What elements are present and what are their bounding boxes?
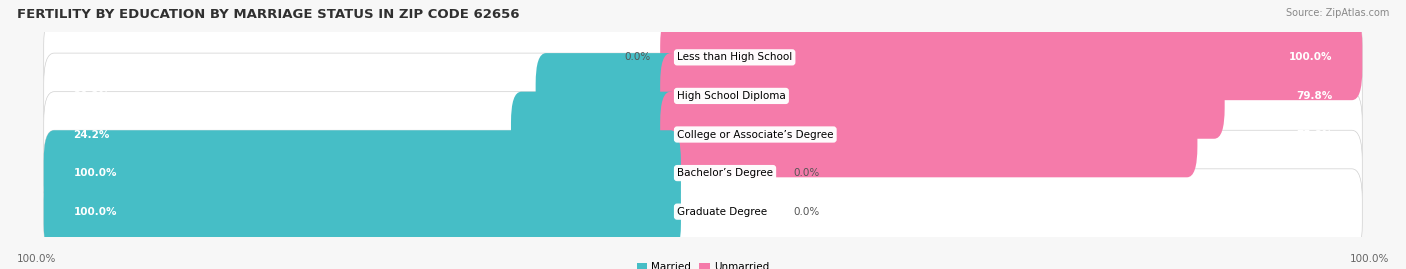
- FancyBboxPatch shape: [661, 53, 1225, 139]
- FancyBboxPatch shape: [44, 169, 1362, 254]
- Text: Bachelor’s Degree: Bachelor’s Degree: [678, 168, 773, 178]
- Text: 0.0%: 0.0%: [624, 52, 651, 62]
- FancyBboxPatch shape: [44, 53, 1362, 139]
- Text: 20.2%: 20.2%: [73, 91, 110, 101]
- Text: Less than High School: Less than High School: [678, 52, 793, 62]
- Text: 100.0%: 100.0%: [73, 168, 117, 178]
- FancyBboxPatch shape: [44, 169, 681, 254]
- Text: College or Associate’s Degree: College or Associate’s Degree: [678, 129, 834, 140]
- Text: High School Diploma: High School Diploma: [678, 91, 786, 101]
- Text: 100.0%: 100.0%: [17, 254, 56, 264]
- FancyBboxPatch shape: [536, 53, 681, 139]
- FancyBboxPatch shape: [44, 92, 1362, 177]
- Text: 79.8%: 79.8%: [1296, 91, 1333, 101]
- FancyBboxPatch shape: [44, 130, 681, 216]
- Text: 100.0%: 100.0%: [1350, 254, 1389, 264]
- FancyBboxPatch shape: [510, 92, 681, 177]
- FancyBboxPatch shape: [661, 92, 1198, 177]
- Text: 100.0%: 100.0%: [73, 207, 117, 217]
- FancyBboxPatch shape: [44, 130, 1362, 216]
- Text: 0.0%: 0.0%: [793, 207, 820, 217]
- Text: FERTILITY BY EDUCATION BY MARRIAGE STATUS IN ZIP CODE 62656: FERTILITY BY EDUCATION BY MARRIAGE STATU…: [17, 8, 519, 21]
- Text: Graduate Degree: Graduate Degree: [678, 207, 768, 217]
- FancyBboxPatch shape: [661, 15, 1362, 100]
- Text: Source: ZipAtlas.com: Source: ZipAtlas.com: [1285, 8, 1389, 18]
- Text: 75.8%: 75.8%: [1296, 129, 1333, 140]
- FancyBboxPatch shape: [44, 15, 1362, 100]
- Text: 100.0%: 100.0%: [1289, 52, 1333, 62]
- Legend: Married, Unmarried: Married, Unmarried: [633, 258, 773, 269]
- Text: 24.2%: 24.2%: [73, 129, 110, 140]
- Text: 0.0%: 0.0%: [793, 168, 820, 178]
